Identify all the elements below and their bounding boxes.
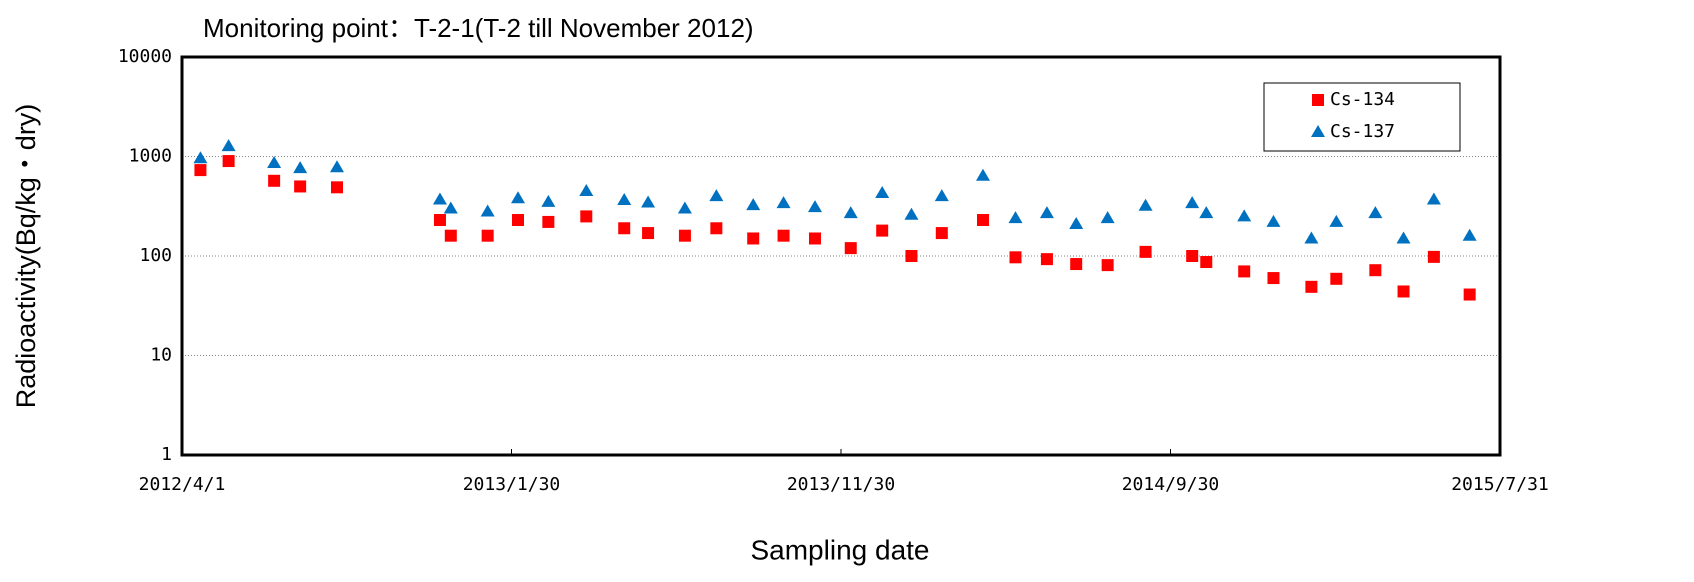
marker bbox=[808, 232, 821, 245]
legend-marker bbox=[1312, 94, 1324, 106]
marker bbox=[1039, 206, 1054, 219]
marker bbox=[776, 196, 791, 209]
x-tick-label: 2013/11/30 bbox=[787, 474, 895, 495]
marker bbox=[617, 193, 632, 206]
marker bbox=[777, 229, 790, 242]
marker bbox=[934, 189, 949, 202]
y-tick-label: 10000 bbox=[118, 46, 172, 67]
y-axis-label: Radioactivity(Bq/kg・dry) bbox=[11, 104, 41, 409]
marker bbox=[876, 224, 889, 237]
marker bbox=[1426, 192, 1441, 205]
marker bbox=[677, 201, 692, 214]
marker bbox=[904, 207, 919, 220]
marker bbox=[1101, 259, 1114, 272]
marker bbox=[222, 155, 235, 168]
marker bbox=[267, 156, 282, 169]
marker bbox=[1369, 264, 1382, 277]
marker bbox=[194, 164, 207, 177]
legend-box bbox=[1263, 82, 1461, 152]
marker bbox=[480, 204, 495, 217]
marker bbox=[1396, 231, 1411, 244]
marker bbox=[1040, 253, 1053, 266]
marker bbox=[1238, 265, 1251, 278]
marker bbox=[844, 242, 857, 255]
marker bbox=[541, 194, 556, 207]
marker bbox=[579, 184, 594, 197]
marker bbox=[642, 227, 655, 240]
x-tick-label: 2013/1/30 bbox=[463, 474, 561, 495]
marker bbox=[746, 198, 761, 211]
marker bbox=[1200, 256, 1213, 269]
x-tick-label: 2014/9/30 bbox=[1122, 474, 1220, 495]
x-tick-label: 2015/7/31 bbox=[1451, 474, 1549, 495]
marker bbox=[1267, 272, 1280, 285]
marker bbox=[1008, 211, 1023, 224]
marker bbox=[710, 222, 723, 235]
marker bbox=[1397, 285, 1410, 298]
marker bbox=[1463, 288, 1476, 301]
marker bbox=[1305, 280, 1318, 293]
marker bbox=[1138, 198, 1153, 211]
marker bbox=[747, 232, 760, 245]
marker bbox=[294, 180, 307, 193]
marker bbox=[1427, 250, 1440, 263]
y-tick-label: 1000 bbox=[129, 146, 172, 167]
marker bbox=[433, 214, 446, 227]
y-tick-label: 100 bbox=[139, 245, 172, 266]
marker bbox=[512, 214, 525, 227]
legend-label: Cs-134 bbox=[1330, 89, 1395, 110]
x-axis-label: Sampling date bbox=[750, 534, 929, 565]
marker bbox=[678, 229, 691, 242]
marker bbox=[1199, 206, 1214, 219]
marker bbox=[1186, 250, 1199, 262]
marker bbox=[618, 222, 631, 235]
marker bbox=[709, 189, 724, 202]
marker bbox=[641, 195, 656, 208]
y-tick-label: 10 bbox=[150, 345, 172, 366]
marker bbox=[1266, 214, 1281, 227]
y-tick-label: 1 bbox=[161, 444, 172, 465]
marker bbox=[293, 161, 308, 174]
marker bbox=[1139, 245, 1152, 258]
marker bbox=[580, 210, 593, 223]
marker bbox=[193, 151, 208, 164]
marker bbox=[1329, 214, 1344, 227]
chart-title: Monitoring point：T-2-1(T-2 till November… bbox=[203, 13, 754, 43]
marker bbox=[843, 206, 858, 219]
marker bbox=[444, 229, 457, 242]
marker bbox=[1009, 251, 1022, 264]
legend-label: Cs-137 bbox=[1330, 121, 1395, 142]
legend-marker bbox=[1311, 125, 1325, 137]
marker bbox=[330, 181, 343, 194]
marker bbox=[542, 215, 555, 228]
marker bbox=[1462, 228, 1477, 241]
marker bbox=[975, 168, 990, 181]
marker bbox=[976, 214, 989, 227]
plot-frame bbox=[180, 55, 1502, 457]
marker bbox=[1237, 209, 1252, 222]
marker bbox=[1368, 206, 1383, 219]
marker bbox=[1070, 258, 1083, 271]
marker bbox=[329, 160, 344, 173]
marker bbox=[268, 174, 281, 187]
marker bbox=[221, 139, 236, 152]
marker bbox=[443, 201, 458, 214]
marker bbox=[905, 250, 918, 262]
marker bbox=[511, 191, 526, 204]
marker bbox=[1185, 196, 1200, 209]
marker bbox=[432, 192, 447, 205]
marker bbox=[807, 200, 822, 213]
marker bbox=[1330, 272, 1343, 285]
marker bbox=[481, 229, 494, 242]
marker bbox=[1069, 216, 1084, 229]
marker bbox=[1100, 211, 1115, 224]
x-tick-label: 2012/4/1 bbox=[139, 474, 226, 495]
marker bbox=[1304, 231, 1319, 244]
marker bbox=[875, 185, 890, 198]
marker bbox=[935, 227, 948, 240]
